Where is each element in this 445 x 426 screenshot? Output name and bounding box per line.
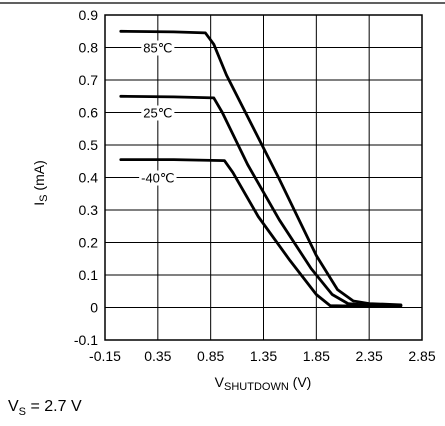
series-label-bg — [141, 40, 175, 56]
x-tick-label: 0.35 — [144, 348, 171, 364]
x-tick-label: 1.35 — [250, 348, 277, 364]
x-tick-label: 2.85 — [408, 348, 435, 364]
y-axis-label-sub: S — [38, 194, 50, 201]
y-tick-label: 0 — [90, 300, 98, 316]
y-axis-label-unit: (mA) — [31, 160, 47, 194]
test-condition: VS = 2.7 V — [8, 398, 82, 418]
chart-ticks: -0.15 0.35 0.85 1.35 1.85 2.35 2.85 -0.1 0 0.1 0.2… — [74, 7, 436, 364]
series-line-3 — [119, 158, 403, 308]
series-label-2: 25℃ — [143, 106, 172, 121]
x-tick-label: 0.85 — [197, 348, 224, 364]
plot-frame — [104, 14, 423, 341]
x-tick-label: -0.15 — [89, 348, 121, 364]
y-tick-label: 0.2 — [79, 235, 99, 251]
y-tick-label: 0.6 — [79, 105, 99, 121]
y-tick-label: 0.8 — [79, 40, 99, 56]
series-label-1: 85℃ — [143, 41, 172, 56]
y-tick-label: 0.3 — [79, 202, 99, 218]
y-tick-label: 0.7 — [79, 72, 99, 88]
series-label-bg — [139, 170, 177, 186]
y-tick-label: 0.9 — [79, 7, 99, 23]
chart-curve-labels: 85℃ 25℃ -40℃ — [139, 40, 177, 186]
chart: 85℃ 25℃ -40℃ -0.15 0.35 0.85 1.35 1.85 2.35 2.85… — [0, 2, 445, 393]
x-axis-label-unit: (V) — [289, 374, 312, 390]
y-tick-label: 0.5 — [79, 137, 99, 153]
x-axis-label-main: V — [215, 374, 225, 390]
y-tick-label: 0.4 — [79, 170, 99, 186]
y-axis-label: IS (mA) — [31, 160, 50, 205]
series-line-1 — [119, 29, 403, 307]
chart-grid — [0, 2, 445, 341]
y-tick-label: -0.1 — [74, 332, 98, 348]
x-tick-label: 2.35 — [356, 348, 383, 364]
y-tick-label: 0.1 — [79, 267, 99, 283]
x-axis-label-sub: SHUTDOWN — [224, 381, 289, 393]
chart-series — [119, 29, 403, 308]
series-label-3: -40℃ — [141, 171, 174, 186]
condition-main: V — [8, 398, 19, 415]
series-line-2 — [119, 94, 403, 307]
condition-rest: = 2.7 V — [26, 398, 82, 415]
series-label-bg — [141, 105, 175, 121]
x-axis-label: VSHUTDOWN (V) — [215, 374, 312, 393]
x-tick-label: 1.85 — [303, 348, 330, 364]
y-axis-label-main: I — [31, 202, 47, 206]
condition-sub: S — [18, 406, 27, 419]
